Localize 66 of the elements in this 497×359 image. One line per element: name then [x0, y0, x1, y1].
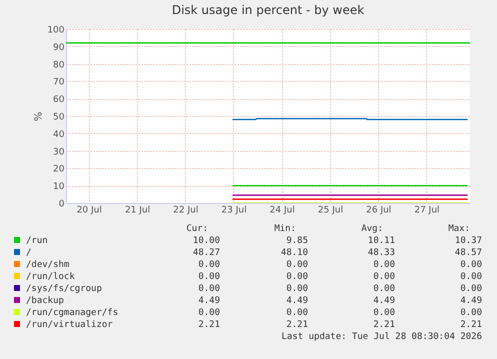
text: 48.27 — [192, 248, 220, 258]
chart-title: Disk usage in percent - by week — [172, 3, 364, 17]
legend-label: /run/lock — [26, 272, 76, 282]
text: 0.00 — [460, 272, 482, 282]
text: 10.11 — [368, 236, 395, 246]
text: Cur: — [186, 224, 208, 234]
text: 0.00 — [286, 260, 308, 270]
y-tick-label: 90 — [53, 42, 65, 53]
x-tick-label: 27 Jul — [414, 206, 440, 216]
y-tick-label: 100 — [47, 26, 65, 36]
y-tick-label: 40 — [53, 130, 65, 140]
text: 2.21 — [198, 320, 220, 330]
legend-label: /run/cgmanager/fs — [26, 308, 118, 318]
x-tick-label: 22 Jul — [173, 206, 198, 216]
x-tick-label: 23 Jul — [221, 206, 247, 216]
text: 2.21 — [286, 320, 308, 330]
y-tick-label: 80 — [53, 60, 65, 70]
text: 9.85 — [286, 236, 308, 246]
legend-label: /run/virtualizor — [26, 320, 114, 330]
x-tick-label: 20 Jul — [76, 206, 102, 216]
legend-label: /dev/shm — [26, 260, 70, 270]
text: 4.49 — [460, 296, 482, 306]
text: 0.00 — [460, 260, 482, 270]
legend-label: / — [26, 248, 32, 258]
text: 10.37 — [454, 236, 482, 246]
legend-label: /sys/fs/cgroup — [26, 284, 102, 294]
text: Min: — [274, 224, 296, 234]
text: 48.10 — [280, 248, 308, 258]
y-tick-label: 10 — [53, 182, 65, 192]
y-tick-label: 50 — [53, 112, 65, 122]
y-tick-label: 20 — [53, 164, 65, 175]
y-tick-label: 70 — [53, 78, 65, 88]
text: 0.00 — [198, 308, 220, 318]
text: 2.21 — [373, 320, 395, 330]
text: 0.00 — [286, 284, 308, 294]
text: 0.00 — [373, 308, 395, 318]
text: 0.00 — [373, 260, 395, 270]
text: 4.49 — [286, 296, 308, 306]
text: 48.33 — [368, 248, 395, 258]
text: Last update: Tue Jul 28 08:30:04 2026 — [282, 332, 482, 342]
x-tick-label: 24 Jul — [270, 206, 295, 216]
x-tick-label: 21 Jul — [124, 206, 150, 216]
y-axis-title: % — [33, 112, 44, 122]
text: 0.00 — [198, 272, 220, 282]
text: 0.00 — [373, 272, 395, 282]
text: 0.00 — [373, 284, 395, 294]
legend-label: /backup — [26, 296, 64, 306]
text: 4.49 — [373, 296, 395, 306]
text: 4.49 — [198, 296, 220, 306]
legend-label: /run — [26, 236, 48, 246]
text: 0.00 — [460, 284, 482, 294]
text: 2.21 — [460, 320, 482, 330]
y-tick-label: 0 — [58, 200, 65, 210]
text: 0.00 — [460, 308, 482, 318]
x-tick-label: 25 Jul — [318, 206, 344, 216]
text: 0.00 — [286, 272, 308, 282]
y-tick-label: 30 — [53, 147, 65, 158]
text: 48.57 — [454, 248, 482, 258]
text: 0.00 — [198, 284, 220, 294]
text: Max: — [448, 224, 470, 234]
text: 0.00 — [198, 260, 220, 270]
text: 0.00 — [286, 308, 308, 318]
y-tick-label: 60 — [53, 95, 65, 106]
text: 10.00 — [192, 236, 220, 246]
x-tick-label: 26 Jul — [366, 206, 392, 216]
text: Avg: — [361, 224, 383, 234]
